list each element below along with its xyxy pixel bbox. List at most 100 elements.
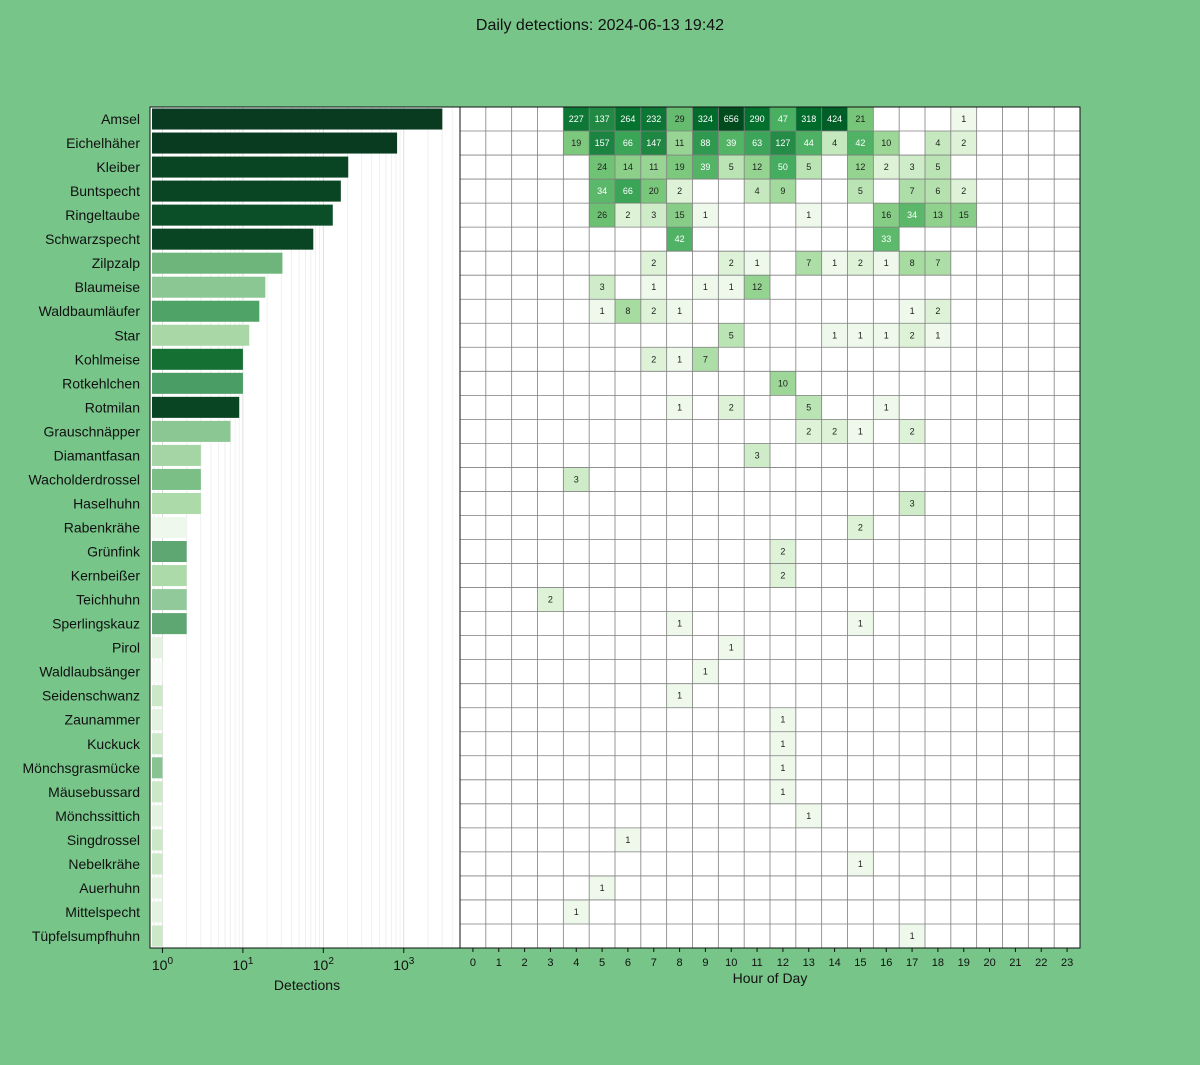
- species-label: Waldlaubsänger: [39, 664, 140, 680]
- heatmap-cell: [795, 395, 822, 420]
- species-label: Waldbaumläufer: [39, 303, 141, 319]
- cell-value: 1: [574, 907, 579, 917]
- cell-value: 1: [677, 354, 682, 364]
- bar-27: [152, 757, 163, 779]
- bar-7: [152, 276, 266, 298]
- cell-value: 12: [752, 162, 762, 172]
- heatmap-cell: [718, 395, 745, 420]
- cell-value: 3: [910, 162, 915, 172]
- heatmap-cell: [666, 179, 693, 204]
- cell-value: 1: [729, 643, 734, 653]
- heatmap-cell: [770, 563, 796, 588]
- cell-value: 44: [804, 138, 814, 148]
- cell-value: 1: [780, 715, 785, 725]
- cell-value: 1: [780, 787, 785, 797]
- cell-value: 2: [961, 138, 966, 148]
- cell-value: 34: [907, 210, 917, 220]
- bar-18: [152, 541, 187, 563]
- heatmap-cell: [899, 299, 925, 324]
- cell-value: 1: [677, 306, 682, 316]
- cell-value: 2: [625, 210, 630, 220]
- hour-tick-label: 15: [854, 957, 866, 969]
- hour-tick-label: 19: [958, 957, 970, 969]
- heatmap-cell: [666, 203, 693, 228]
- bar-17: [152, 516, 187, 539]
- heatmap-cell: [615, 107, 641, 132]
- bar-28: [152, 781, 163, 803]
- bar-0: [152, 108, 443, 130]
- bar-22: [152, 637, 163, 659]
- cell-value: 127: [775, 138, 790, 148]
- cell-value: 42: [675, 234, 685, 244]
- heatmap-cell: [899, 155, 925, 180]
- hour-tick-label: 12: [777, 957, 789, 969]
- heatmap-cell: [770, 779, 796, 804]
- heatmap-cell: [847, 131, 874, 156]
- species-label: Blaumeise: [75, 279, 141, 295]
- heatmap-cell: [821, 131, 848, 156]
- heatmap-cell: [950, 179, 977, 204]
- heatmap-cell: [666, 131, 693, 156]
- cell-value: 227: [569, 114, 584, 124]
- heatmap-cell: [873, 203, 900, 228]
- cell-value: 5: [729, 162, 734, 172]
- heatmap-cell: [873, 227, 900, 252]
- cell-value: 1: [806, 811, 811, 821]
- x-axis-label: Detections: [274, 977, 340, 993]
- bar-5: [152, 228, 314, 250]
- heatmap-cell: [615, 203, 641, 228]
- cell-value: 42: [855, 138, 865, 148]
- cell-value: 5: [729, 330, 734, 340]
- chart-title: Daily detections: 2024-06-13 19:42: [475, 17, 725, 34]
- heatmap-cell: [847, 107, 874, 132]
- bar-20: [152, 589, 187, 611]
- heatmap-cell: [692, 131, 719, 156]
- cell-value: 7: [935, 258, 940, 268]
- heatmap-cell: [770, 539, 796, 564]
- heatmap-cell: [899, 251, 925, 276]
- cell-value: 2: [858, 258, 863, 268]
- cell-value: 2: [780, 571, 785, 581]
- cell-value: 19: [571, 138, 581, 148]
- heatmap-cell: [718, 635, 745, 660]
- heatmap-cell: [666, 611, 693, 636]
- species-label: Rotmilan: [85, 399, 140, 415]
- cell-value: 15: [675, 210, 685, 220]
- cell-value: 1: [961, 114, 966, 124]
- cell-value: 1: [910, 931, 915, 941]
- heatmap-cell: [589, 275, 615, 300]
- heatmap-cell: [589, 875, 615, 900]
- heatmap-cell: [847, 419, 874, 444]
- cell-value: 232: [646, 114, 661, 124]
- cell-value: 1: [884, 402, 889, 412]
- species-label: Pirol: [112, 640, 140, 656]
- bar-6: [152, 252, 283, 274]
- heatmap-cell: [770, 131, 796, 156]
- species-label: Rabenkrähe: [64, 520, 140, 536]
- cell-value: 12: [855, 162, 865, 172]
- hour-tick-label: 16: [880, 957, 892, 969]
- species-label: Star: [114, 327, 140, 343]
- cell-value: 1: [651, 282, 656, 292]
- cell-value: 2: [651, 306, 656, 316]
- bar-21: [152, 613, 187, 635]
- bar-19: [152, 565, 187, 587]
- cell-value: 24: [597, 162, 607, 172]
- heatmap-cell: [744, 251, 770, 276]
- cell-value: 424: [827, 114, 842, 124]
- heatmap-cell: [770, 155, 796, 180]
- bars: [152, 108, 443, 947]
- heatmap-cell: [589, 107, 615, 132]
- bar-14: [152, 444, 201, 466]
- hour-tick-label: 23: [1061, 957, 1073, 969]
- hour-tick-label: 9: [702, 957, 708, 969]
- heatmap-cell: [744, 275, 770, 300]
- bar-23: [152, 661, 163, 683]
- cell-value: 324: [698, 114, 713, 124]
- heatmap-cell: [899, 203, 925, 228]
- heatmap-cell: [795, 203, 822, 228]
- heatmap-cell: [615, 131, 641, 156]
- heatmap-cell: [615, 827, 641, 852]
- cell-value: 2: [729, 258, 734, 268]
